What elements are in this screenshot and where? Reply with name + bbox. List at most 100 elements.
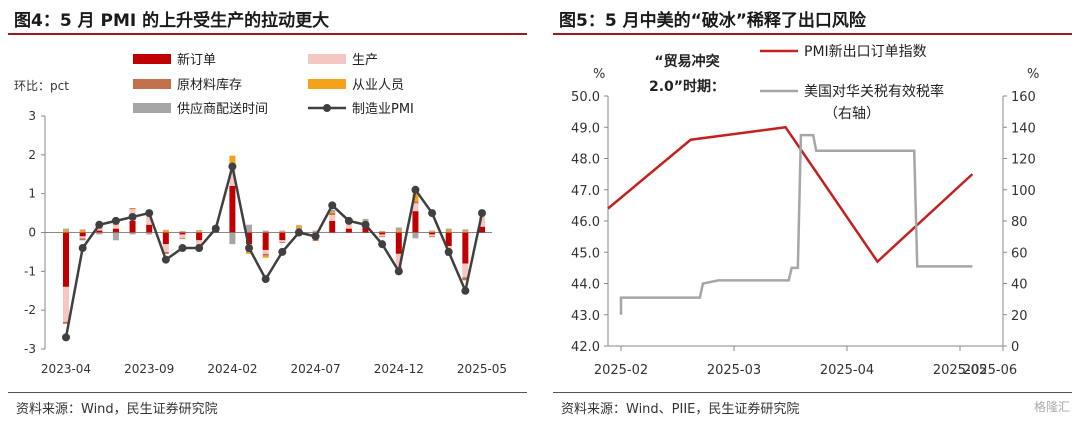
bar-employment — [395, 230, 402, 233]
legend-export-label: PMI新出口订单指数 — [804, 44, 927, 60]
y-tick-label: -1 — [24, 264, 36, 278]
x-tick-label: 2024-02 — [207, 362, 257, 376]
pmi-point — [344, 216, 353, 225]
bar-new-orders — [112, 228, 119, 233]
bar-delivery — [63, 228, 69, 231]
pmi-point — [328, 201, 337, 210]
y-tick-label-right: 120 — [1011, 153, 1036, 168]
y-tick-label-right: 100 — [1011, 184, 1036, 199]
bar-employment — [445, 230, 452, 233]
chart-title: 图4：5 月 PMI 的上升受生产的拉动更大 — [14, 11, 330, 31]
y-tick-label-right: 80 — [1011, 215, 1028, 230]
pmi-point — [195, 244, 204, 253]
bar-new-orders — [196, 232, 203, 241]
bar-delivery — [279, 230, 286, 232]
bar-raw-material — [379, 236, 386, 238]
bar-new-orders — [329, 220, 336, 233]
bar-employment — [262, 255, 269, 258]
bar-delivery — [412, 232, 419, 239]
pmi-point — [111, 216, 120, 225]
y-tick-label-left: 42.0 — [571, 340, 600, 355]
bar-production — [96, 228, 103, 231]
bar-delivery — [362, 218, 369, 221]
bar-raw-material — [329, 213, 336, 216]
bar-employment — [295, 225, 302, 228]
legend-production-label: 生产 — [352, 53, 378, 68]
y-tick-label-right: 0 — [1011, 340, 1019, 355]
y-axis-unit-left: % — [593, 67, 605, 82]
bar-raw-material — [429, 236, 436, 238]
bar-new-orders — [229, 185, 236, 233]
bar-new-orders — [63, 232, 69, 287]
bar-production — [79, 236, 86, 239]
pmi-point — [478, 209, 486, 218]
pmi-point — [95, 220, 104, 229]
pmi-point — [161, 255, 170, 264]
bar-raw-material — [295, 227, 302, 229]
legend-raw-material-label: 原材料库存 — [177, 77, 242, 93]
export-tariff-chart: 42.0 43.0 44.0 45.0 46.0 47.0 48.0 49.0 50.0 0 20 4… — [571, 44, 1039, 378]
bar-employment — [246, 251, 253, 254]
bar-production — [112, 224, 119, 229]
legend-delivery-label: 供应商配送时间 — [177, 101, 268, 117]
bar-raw-material — [162, 251, 169, 254]
bar-new-orders — [246, 232, 253, 245]
watermark-logo: 格隆汇 — [1033, 400, 1070, 414]
source-note: 资料来源：Wind、PIIE，民生证券研究院 — [561, 402, 800, 417]
bar-delivery — [295, 225, 302, 226]
chart-title: 图5：5 月中美的“破冰”稀释了出口风险 — [559, 11, 866, 31]
bar-employment — [196, 231, 203, 233]
y-tick-label-left: 49.0 — [571, 121, 600, 136]
pmi-line — [64, 166, 484, 338]
y-tick-label: 1 — [28, 187, 36, 201]
title-rule — [553, 33, 1072, 35]
y-tick-label-left: 47.0 — [571, 184, 600, 199]
pmi-point — [278, 247, 287, 256]
pmi-point — [444, 247, 453, 256]
bar-new-orders — [262, 232, 269, 250]
bar-new-orders — [345, 228, 352, 233]
pmi-point — [128, 212, 137, 221]
bar-employment — [312, 231, 319, 233]
bar-production — [279, 240, 286, 243]
y-tick-label: -2 — [24, 303, 36, 317]
legend-production-swatch — [308, 54, 346, 64]
bar-new-orders — [462, 232, 469, 264]
bar-delivery — [112, 232, 119, 241]
bar-production — [429, 234, 436, 237]
legend-employment-swatch — [308, 79, 346, 89]
bar-raw-material — [63, 321, 69, 324]
y-axis-unit-right: % — [1027, 67, 1039, 82]
bar-new-orders — [395, 232, 402, 254]
annotation-line-2: 2.0”时期： — [649, 78, 725, 95]
bar-employment — [79, 230, 86, 233]
pmi-point — [361, 220, 370, 229]
legend-new-orders-swatch — [133, 54, 171, 64]
bar-new-orders — [279, 232, 286, 241]
pmi-point — [211, 224, 220, 233]
title-rule — [8, 33, 527, 35]
bar-new-orders — [96, 230, 103, 233]
bar-new-orders — [79, 232, 86, 237]
pmi-point — [178, 244, 187, 253]
pmi-point — [261, 275, 270, 284]
bar-delivery — [96, 232, 103, 235]
bar-delivery — [79, 229, 86, 231]
legend-new-orders-label: 新订单 — [177, 52, 216, 68]
bar-delivery — [462, 229, 469, 232]
y-tick-label-right: 20 — [1011, 309, 1028, 324]
bar-delivery — [179, 230, 186, 232]
bar-new-orders — [146, 224, 153, 233]
x-tick-label: 2024-12 — [374, 362, 424, 376]
bar-new-orders — [412, 211, 419, 233]
pmi-point — [245, 244, 254, 253]
bar-raw-material — [129, 208, 136, 210]
pmi-point — [394, 267, 403, 276]
y-tick-label-right: 60 — [1011, 246, 1028, 261]
bar-delivery — [329, 209, 336, 212]
y-tick-label-left: 48.0 — [571, 153, 600, 168]
y-tick-label-right: 160 — [1011, 90, 1036, 105]
x-tick-label: 2025-05 — [457, 362, 507, 376]
x-tick-label: 2025-05 — [933, 363, 987, 378]
legend-delivery-swatch — [133, 103, 171, 113]
